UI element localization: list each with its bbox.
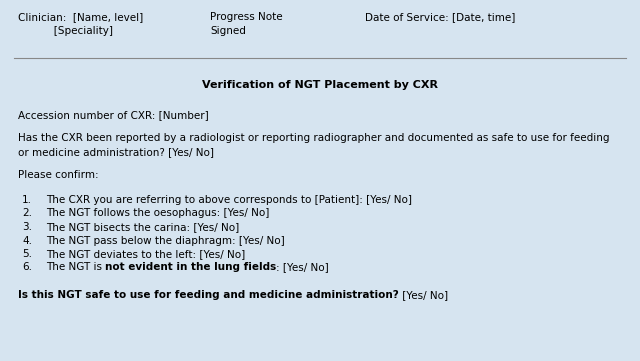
Text: Signed: Signed: [210, 26, 246, 36]
Text: : [Yes/ No]: : [Yes/ No]: [276, 262, 329, 273]
Text: 2.: 2.: [22, 209, 32, 218]
Text: [Speciality]: [Speciality]: [18, 26, 113, 36]
Text: Accession number of CXR: [Number]: Accession number of CXR: [Number]: [18, 110, 209, 120]
Text: Has the CXR been reported by a radiologist or reporting radiographer and documen: Has the CXR been reported by a radiologi…: [18, 133, 609, 143]
Text: 6.: 6.: [22, 262, 32, 273]
Text: The NGT is: The NGT is: [46, 262, 105, 273]
Text: or medicine administration? [Yes/ No]: or medicine administration? [Yes/ No]: [18, 147, 214, 157]
Text: The NGT deviates to the left: [Yes/ No]: The NGT deviates to the left: [Yes/ No]: [46, 249, 245, 259]
Text: Progress Note: Progress Note: [210, 12, 283, 22]
Text: Please confirm:: Please confirm:: [18, 170, 99, 180]
Text: Is this NGT safe to use for feeding and medicine administration?: Is this NGT safe to use for feeding and …: [18, 290, 399, 300]
Text: 4.: 4.: [22, 235, 32, 245]
Text: 5.: 5.: [22, 249, 32, 259]
Text: [Yes/ No]: [Yes/ No]: [399, 290, 448, 300]
Text: The NGT bisects the carina: [Yes/ No]: The NGT bisects the carina: [Yes/ No]: [46, 222, 239, 232]
Text: Clinician:  [Name, level]: Clinician: [Name, level]: [18, 12, 143, 22]
Text: Verification of NGT Placement by CXR: Verification of NGT Placement by CXR: [202, 80, 438, 90]
Text: The NGT pass below the diaphragm: [Yes/ No]: The NGT pass below the diaphragm: [Yes/ …: [46, 235, 285, 245]
Text: The NGT follows the oesophagus: [Yes/ No]: The NGT follows the oesophagus: [Yes/ No…: [46, 209, 269, 218]
Text: 3.: 3.: [22, 222, 32, 232]
Text: not evident in the lung fields: not evident in the lung fields: [105, 262, 276, 273]
Text: Date of Service: [Date, time]: Date of Service: [Date, time]: [365, 12, 515, 22]
Text: 1.: 1.: [22, 195, 32, 205]
Text: The CXR you are referring to above corresponds to [Patient]: [Yes/ No]: The CXR you are referring to above corre…: [46, 195, 412, 205]
